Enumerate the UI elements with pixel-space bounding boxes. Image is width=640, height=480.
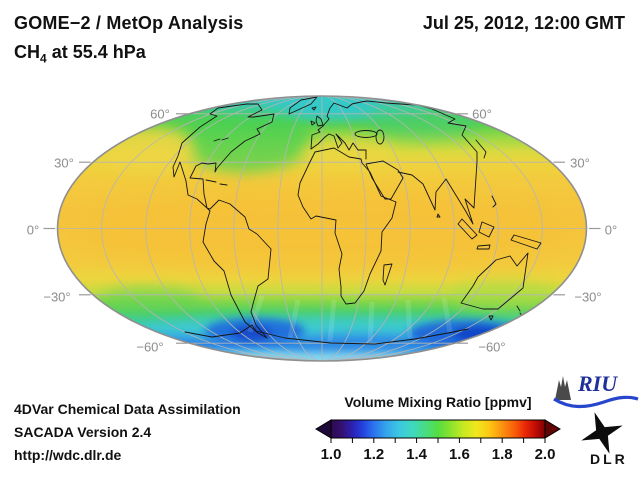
footer-line-3: http://wdc.dlr.de — [14, 447, 122, 463]
lat-label-left-0: 0° — [26, 222, 40, 238]
formula-subscript: 4 — [40, 51, 47, 66]
swath-streaks — [247, 295, 453, 343]
lat-label-left-30: 30° — [54, 155, 74, 171]
colorbar-right-arrow-icon — [544, 419, 561, 439]
cathedral-icon — [555, 376, 571, 400]
colorbar-tick-label: 2.0 — [534, 446, 556, 463]
colorbar-title: Volume Mixing Ratio [ppmv] — [344, 394, 532, 410]
lat-label-right-m30: −30° — [574, 289, 602, 305]
colorbar-tick-label: 1.8 — [491, 446, 513, 463]
colorbar-left-arrow-icon — [315, 419, 332, 439]
lat-label-right-m60: −60° — [478, 339, 506, 355]
dlr-star-icon — [581, 412, 623, 454]
footer-line-2: SACADA Version 2.4 — [14, 424, 152, 440]
lat-label-right-0: 0° — [604, 222, 618, 238]
lat-label-right-30: 30° — [570, 155, 590, 171]
lat-label-left-60: 60° — [150, 106, 170, 122]
colorbar-gradient — [315, 419, 561, 443]
colorbar: Volume Mixing Ratio [ppmv] 1.0 1.2 1.4 1… — [315, 394, 561, 470]
variable-formula: CH4 at 55.4 hPa — [14, 42, 146, 66]
colorbar-tick-label: 1.0 — [320, 446, 342, 463]
dlr-logo: DLR — [572, 411, 634, 471]
riu-logo: RIU — [552, 371, 640, 411]
page-title: GOME−2 / MetOp Analysis — [14, 13, 244, 33]
footer-line-1: 4DVar Chemical Data Assimilation — [14, 401, 241, 417]
coastlines — [172, 96, 542, 345]
colorbar-tick-label: 1.4 — [406, 446, 428, 463]
map-boundary — [56, 95, 588, 362]
riu-logo-graphics — [553, 376, 639, 409]
colorbar-minor-ticks — [330, 438, 546, 443]
colorbar-tick-label: 1.2 — [363, 446, 385, 463]
lat-label-left-m30: −30° — [43, 289, 71, 305]
riu-logo-text: RIU — [578, 371, 618, 396]
formula-suffix: at 55.4 hPa — [46, 42, 146, 62]
lat-label-left-m60: −60° — [136, 339, 164, 355]
lat-label-right-60: 60° — [472, 106, 492, 122]
dlr-logo-text: DLR — [590, 451, 628, 467]
riu-wave-icon — [553, 395, 639, 409]
datetime-label: Jul 25, 2012, 12:00 GMT — [422, 13, 625, 33]
latitude-ticks — [43, 113, 601, 344]
colorbar-tick-label: 1.6 — [448, 446, 470, 463]
formula-prefix: CH — [14, 42, 40, 62]
